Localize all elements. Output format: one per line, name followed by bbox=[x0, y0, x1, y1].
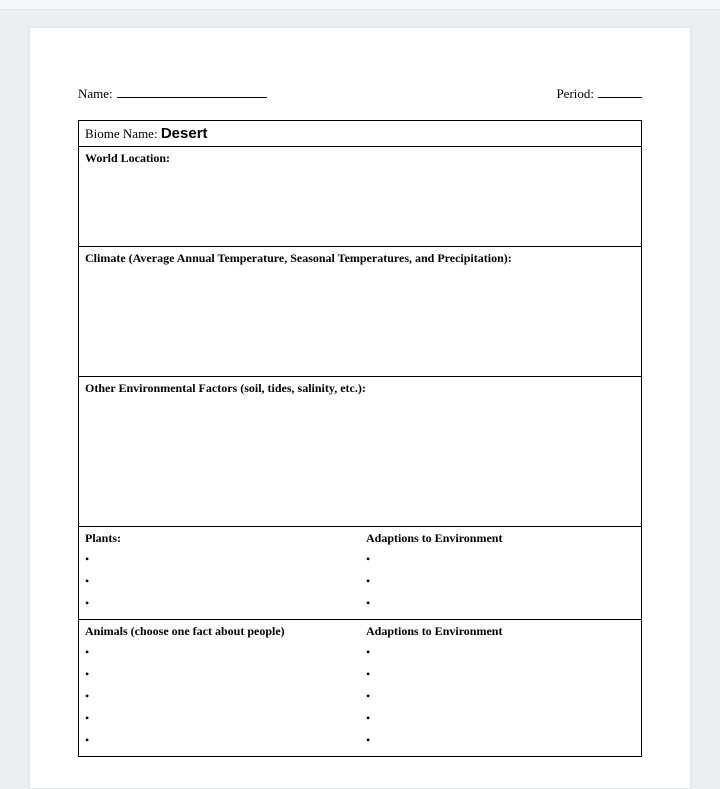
plants-adapt-bullets: • • • bbox=[366, 549, 635, 615]
animals-bullets: • • • • • bbox=[85, 642, 354, 752]
climate-cell[interactable]: Climate (Average Annual Temperature, Sea… bbox=[79, 247, 642, 377]
animals-left-col: Animals (choose one fact about people) •… bbox=[79, 620, 360, 756]
list-item: • bbox=[85, 642, 354, 664]
animals-cell[interactable]: Animals (choose one fact about people) •… bbox=[79, 620, 642, 757]
list-item: • bbox=[366, 730, 635, 752]
world-location-cell[interactable]: World Location: bbox=[79, 147, 642, 247]
animals-adapt-bullets: • • • • • bbox=[366, 642, 635, 752]
biome-value: Desert bbox=[161, 125, 208, 142]
window-top-band bbox=[0, 0, 720, 10]
list-item: • bbox=[366, 549, 635, 571]
header-row: Name: Period: bbox=[78, 86, 642, 102]
other-env-label: Other Environmental Factors (soil, tides… bbox=[85, 381, 366, 395]
climate-row: Climate (Average Annual Temperature, Sea… bbox=[79, 247, 642, 377]
biome-cell: Biome Name: Desert bbox=[79, 121, 642, 147]
name-label: Name: bbox=[78, 86, 113, 102]
list-item: • bbox=[366, 664, 635, 686]
list-item: • bbox=[85, 593, 354, 615]
period-label: Period: bbox=[556, 86, 594, 102]
list-item: • bbox=[85, 686, 354, 708]
list-item: • bbox=[366, 571, 635, 593]
world-location-row: World Location: bbox=[79, 147, 642, 247]
climate-label: Climate (Average Annual Temperature, Sea… bbox=[85, 251, 512, 265]
list-item: • bbox=[366, 593, 635, 615]
animals-label: Animals (choose one fact about people) bbox=[85, 624, 285, 638]
animals-row: Animals (choose one fact about people) •… bbox=[79, 620, 642, 757]
list-item: • bbox=[366, 686, 635, 708]
animals-right-col: Adaptions to Environment • • • • • bbox=[360, 620, 641, 756]
list-item: • bbox=[85, 708, 354, 730]
other-env-row: Other Environmental Factors (soil, tides… bbox=[79, 377, 642, 527]
animals-adapt-label: Adaptions to Environment bbox=[366, 624, 502, 638]
period-blank[interactable] bbox=[598, 97, 642, 98]
world-location-label: World Location: bbox=[85, 151, 170, 165]
plants-adapt-label: Adaptions to Environment bbox=[366, 531, 502, 545]
list-item: • bbox=[85, 571, 354, 593]
worksheet-table: Biome Name: Desert World Location: Clima… bbox=[78, 120, 642, 757]
plants-row: Plants: • • • Adaptions to Environment •… bbox=[79, 527, 642, 620]
list-item: • bbox=[85, 549, 354, 571]
other-env-cell[interactable]: Other Environmental Factors (soil, tides… bbox=[79, 377, 642, 527]
biome-label: Biome Name: bbox=[85, 126, 158, 141]
biome-row: Biome Name: Desert bbox=[79, 121, 642, 147]
plants-label: Plants: bbox=[85, 531, 121, 545]
plants-cell[interactable]: Plants: • • • Adaptions to Environment •… bbox=[79, 527, 642, 620]
plants-bullets: • • • bbox=[85, 549, 354, 615]
name-blank[interactable] bbox=[117, 97, 267, 98]
plants-right-col: Adaptions to Environment • • • bbox=[360, 527, 641, 619]
period-block: Period: bbox=[556, 86, 642, 102]
worksheet-page: Name: Period: Biome Name: Desert World L… bbox=[30, 28, 690, 788]
plants-left-col: Plants: • • • bbox=[79, 527, 360, 619]
name-block: Name: bbox=[78, 86, 267, 102]
list-item: • bbox=[366, 708, 635, 730]
list-item: • bbox=[366, 642, 635, 664]
list-item: • bbox=[85, 664, 354, 686]
list-item: • bbox=[85, 730, 354, 752]
